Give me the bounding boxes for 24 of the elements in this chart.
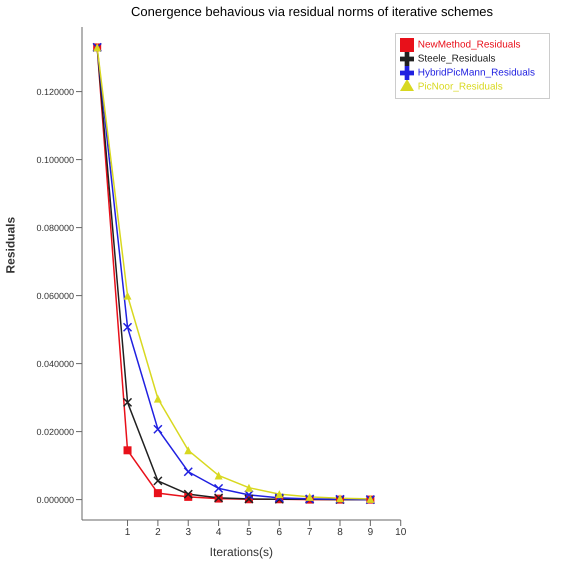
y-axis-title: Residuals	[3, 216, 18, 274]
legend-label: HybridPicMann_Residuals	[418, 68, 535, 79]
x-tick-label: 7	[306, 527, 313, 538]
legend-label: Steele_Residuals	[418, 54, 496, 65]
x-tick-label: 5	[246, 527, 252, 538]
x-tick-label: 9	[368, 527, 374, 538]
y-tick-label: 0.000000	[36, 494, 74, 505]
y-tick-label: 0.120000	[36, 86, 74, 97]
y-tick-label: 0.060000	[36, 290, 74, 301]
x-tick-label: 8	[337, 527, 344, 538]
chart-title: Conergence behavious via residual norms of iterative schemes	[130, 4, 494, 19]
y-tick-label: 0.100000	[36, 154, 74, 165]
y-tick-label: 0.040000	[36, 358, 74, 369]
x-tick-label: 2	[155, 527, 162, 538]
x-axis-title: Iterations(s)	[210, 545, 274, 559]
y-tick-label: 0.020000	[36, 426, 74, 437]
x-tick-label: 1	[124, 527, 131, 538]
legend-label: NewMethod_Residuals	[418, 40, 521, 51]
legend-label: PicNoor_Residuals	[418, 82, 503, 93]
x-tick-label: 10	[395, 527, 407, 538]
y-tick-label: 0.080000	[36, 222, 74, 233]
x-tick-label: 6	[276, 527, 283, 538]
x-tick-label: 3	[185, 527, 192, 538]
x-tick-label: 4	[216, 527, 222, 538]
